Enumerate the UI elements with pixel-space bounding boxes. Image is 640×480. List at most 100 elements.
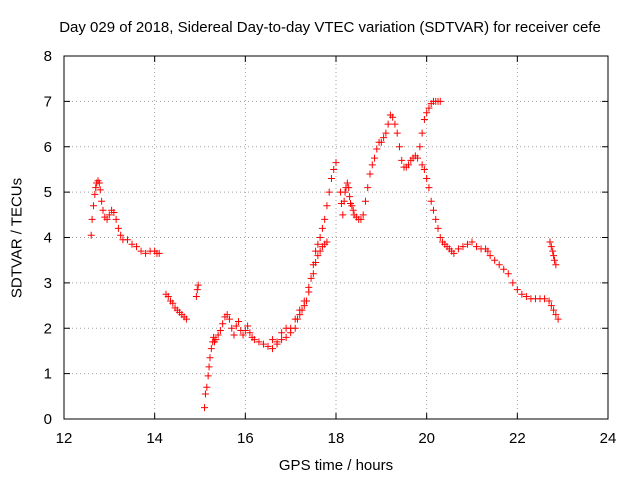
data-point [504, 270, 512, 278]
data-point [486, 252, 494, 260]
data-point [212, 336, 220, 344]
data-point [425, 184, 433, 192]
data-point [522, 292, 530, 300]
series-seg-g [418, 161, 562, 323]
y-tick-label-5: 5 [44, 184, 52, 201]
series-seg-b [162, 290, 190, 323]
data-point [364, 184, 372, 192]
data-point [300, 297, 308, 305]
data-point [513, 286, 521, 294]
data-point [343, 179, 351, 187]
data-point [91, 190, 99, 198]
data-point [484, 247, 492, 255]
plot-frame [63, 55, 609, 420]
data-point [239, 331, 247, 339]
data-point [349, 206, 357, 214]
data-point [235, 317, 243, 325]
y-tick-label-3: 3 [44, 275, 52, 292]
data-point [323, 202, 331, 210]
data-point [377, 138, 385, 146]
data-point [110, 209, 118, 217]
data-point [137, 247, 145, 255]
data-point [216, 327, 224, 335]
x-tick-label-2: 16 [237, 430, 254, 447]
data-point [454, 245, 462, 253]
data-point [255, 338, 263, 346]
data-point [332, 159, 340, 167]
data-point [547, 243, 555, 251]
data-point [384, 120, 392, 128]
data-point [278, 336, 286, 344]
data-point [117, 231, 125, 239]
data-point [203, 383, 211, 391]
data-point [250, 336, 258, 344]
data-point [545, 297, 553, 305]
series-seg-a [87, 177, 163, 257]
data-point [207, 345, 215, 353]
data-point [230, 331, 238, 339]
data-point [244, 322, 252, 330]
series-seg-c [192, 281, 202, 300]
data-point [164, 292, 172, 300]
x-tick-label-4: 20 [418, 430, 435, 447]
data-point [241, 327, 249, 335]
data-point [550, 252, 558, 260]
data-point [418, 129, 426, 137]
data-point [414, 154, 422, 162]
data-point [282, 333, 290, 341]
data-point [551, 256, 559, 264]
data-point [549, 247, 557, 255]
data-point [550, 306, 558, 314]
data-point [366, 170, 374, 178]
data-point [546, 238, 554, 246]
data-point [425, 104, 433, 112]
data-point [330, 165, 338, 173]
series-seg-e [269, 238, 331, 346]
data-point [307, 274, 315, 282]
data-point [296, 306, 304, 314]
x-tick-label-5: 22 [509, 430, 526, 447]
data-point [373, 145, 381, 153]
x-tick-label-0: 12 [56, 430, 73, 447]
data-point [495, 261, 503, 269]
data-point [325, 188, 333, 196]
data-point [491, 256, 499, 264]
chart-title: Day 029 of 2018, Sidereal Day-to-day VTE… [59, 19, 601, 36]
series-seg-f [337, 97, 444, 223]
data-point [128, 240, 136, 248]
data-point [309, 270, 317, 278]
data-point [269, 345, 277, 353]
data-point [432, 215, 440, 223]
data-point [473, 243, 481, 251]
data-point [382, 129, 390, 137]
data-point [500, 265, 508, 273]
data-point [518, 290, 526, 298]
data-point [418, 161, 426, 169]
data-point [423, 109, 431, 117]
data-point [287, 324, 295, 332]
data-point [391, 120, 399, 128]
data-point [87, 231, 95, 239]
data-point [359, 211, 367, 219]
data-point [142, 249, 150, 257]
data-point [206, 354, 214, 362]
data-point [225, 315, 233, 323]
data-point [123, 236, 131, 244]
data-point [204, 372, 212, 380]
y-tick-label-6: 6 [44, 139, 52, 156]
data-point [429, 206, 437, 214]
data-point [463, 240, 471, 248]
data-point [103, 215, 111, 223]
data-point [436, 97, 444, 105]
data-point [420, 165, 428, 173]
y-tick-label-7: 7 [44, 93, 52, 110]
series-seg-h [546, 238, 560, 269]
data-point [219, 320, 227, 328]
x-tick-label-6: 24 [600, 430, 617, 447]
data-point [348, 202, 356, 210]
data-point [105, 211, 113, 219]
data-point [264, 342, 272, 350]
data-point [509, 279, 517, 287]
